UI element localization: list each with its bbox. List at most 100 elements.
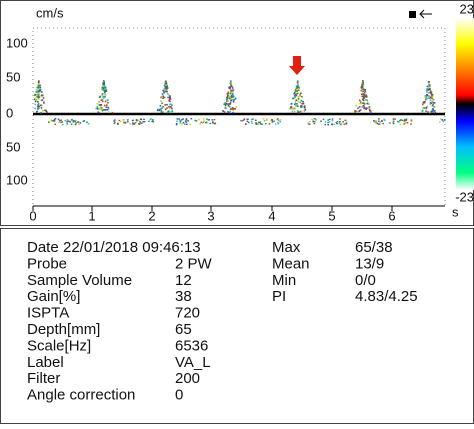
waveform-dot — [324, 121, 327, 123]
waveform-dot — [102, 80, 105, 83]
info-label: Depth[mm] — [27, 321, 100, 338]
waveform-dot — [301, 103, 304, 105]
waveform-dot — [367, 107, 370, 109]
waveform-dot — [259, 122, 261, 125]
waveform-dot — [431, 102, 434, 105]
waveform-dot — [255, 122, 257, 124]
icon-arrow — [419, 9, 432, 19]
waveform-dot — [64, 119, 67, 122]
info-label: Label — [27, 354, 64, 371]
waveform-dot — [202, 121, 205, 124]
waveform-dot — [262, 118, 265, 120]
waveform-dot — [296, 92, 298, 95]
waveform-dot — [202, 118, 205, 120]
waveform-dot — [232, 96, 235, 99]
waveform-dot — [165, 89, 167, 92]
waveform-dot — [246, 120, 249, 122]
waveform-dot — [131, 123, 134, 126]
waveform-dot — [425, 107, 428, 110]
waveform-dot — [74, 120, 77, 122]
waveform-dot — [241, 120, 243, 122]
waveform-dot — [70, 119, 73, 121]
waveform-dot — [108, 111, 110, 114]
waveform-dot — [295, 99, 298, 101]
waveform-dot — [175, 123, 178, 126]
waveform-dot — [43, 101, 45, 103]
waveform-dot — [369, 111, 372, 114]
waveform-dot — [211, 119, 214, 121]
waveform-dot — [320, 120, 322, 122]
waveform-dot — [363, 106, 366, 109]
waveform-dot — [392, 121, 394, 124]
waveform-dot — [247, 121, 250, 124]
waveform-dot — [362, 99, 364, 101]
waveform-dot — [106, 108, 109, 111]
waveform-dot — [74, 120, 76, 123]
waveform-dot — [271, 120, 274, 123]
waveform-dot — [427, 97, 429, 99]
waveform-dot — [369, 110, 372, 112]
waveform-dot — [302, 100, 304, 103]
waveform-dot — [164, 83, 167, 85]
waveform-dot — [421, 110, 424, 113]
waveform-dot — [430, 102, 433, 104]
info-label: Filter — [27, 370, 60, 387]
y-tick-label: 0 — [6, 105, 13, 120]
waveform-dot — [234, 98, 236, 101]
waveform-dot — [302, 106, 304, 108]
waveform-dot — [279, 119, 282, 121]
waveform-dot — [345, 120, 348, 122]
waveform-dot — [184, 120, 187, 122]
waveform-dot — [294, 91, 296, 94]
waveform-dot — [362, 102, 364, 104]
waveform-dot — [335, 121, 338, 124]
waveform-dot — [40, 107, 43, 109]
waveform-dot — [52, 120, 55, 122]
waveform-dot — [377, 123, 380, 125]
waveform-dot — [164, 104, 166, 106]
waveform-dot — [359, 102, 361, 105]
waveform-dot — [107, 106, 109, 109]
waveform-dot — [232, 109, 234, 111]
waveform-dot — [225, 107, 227, 109]
y-tick-label: 100 — [6, 35, 28, 50]
waveform-dot — [366, 102, 369, 105]
waveform-dot — [227, 104, 230, 107]
waveform-dot — [41, 99, 44, 101]
waveform-dot — [430, 111, 433, 113]
waveform-dot — [176, 120, 178, 122]
waveform-dot — [133, 123, 136, 125]
waveform-dot — [243, 118, 246, 120]
waveform-dot — [394, 118, 396, 120]
waveform-dot — [66, 123, 68, 125]
waveform-dot — [429, 101, 432, 104]
waveform-dot — [252, 118, 255, 120]
waveform-dot — [96, 106, 99, 108]
waveform-dot — [40, 91, 43, 93]
waveform-dot — [158, 108, 160, 111]
waveform-dot — [100, 104, 103, 106]
waveform-dot — [228, 95, 230, 97]
waveform-dot — [443, 119, 446, 121]
y-tick-label: 50 — [6, 139, 20, 154]
waveform-dot — [202, 120, 205, 122]
waveform-dot — [277, 122, 280, 125]
waveform-dot — [232, 101, 235, 103]
waveform-dot — [166, 88, 168, 90]
waveform-dot — [277, 118, 279, 120]
waveform-dot — [37, 107, 40, 109]
waveform-dot — [34, 107, 36, 110]
waveform-dot — [432, 95, 434, 97]
info-label: Gain[%] — [27, 288, 80, 305]
waveform-dot — [166, 85, 168, 88]
waveform-dot — [200, 121, 203, 123]
waveform-dot — [383, 118, 385, 121]
waveform-dot — [274, 123, 277, 125]
waveform-dot — [50, 119, 52, 121]
waveform-dot — [99, 96, 101, 99]
waveform-dot — [229, 103, 231, 105]
waveform-dot — [298, 86, 301, 88]
waveform-dot — [431, 97, 433, 99]
waveform-dot — [228, 87, 230, 89]
